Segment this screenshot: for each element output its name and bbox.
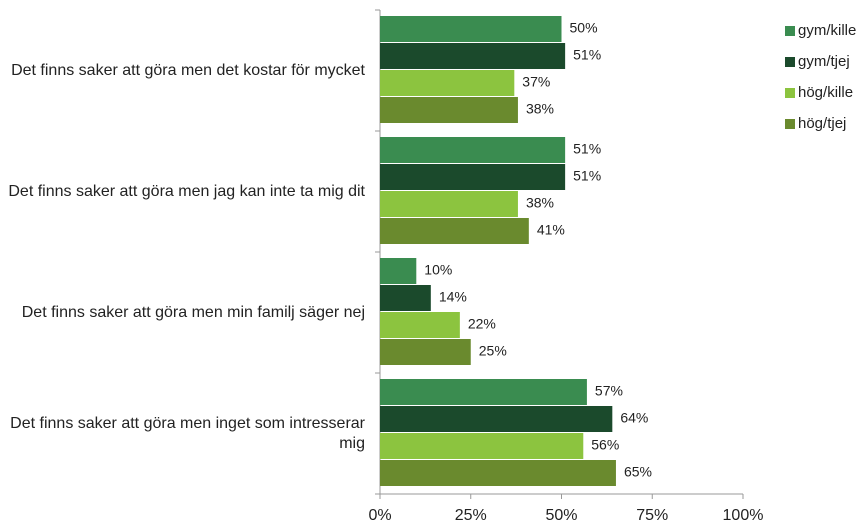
bar <box>380 406 613 432</box>
bar <box>380 137 566 163</box>
value-label: 10% <box>424 262 452 278</box>
category-label: Det finns saker att göra men det kostar … <box>11 61 365 79</box>
x-tick-label: 75% <box>636 507 668 524</box>
value-label: 25% <box>479 343 507 359</box>
bar <box>380 218 529 244</box>
bar <box>380 285 431 311</box>
value-label: 38% <box>526 195 554 211</box>
value-label: 22% <box>468 316 496 332</box>
bar <box>380 312 460 338</box>
bar <box>380 70 515 96</box>
legend-swatch <box>785 119 795 129</box>
value-label: 51% <box>573 168 601 184</box>
bar <box>380 164 566 190</box>
bar <box>380 379 587 405</box>
category-label: Det finns saker att göra men jag kan int… <box>8 182 365 200</box>
bar <box>380 460 616 486</box>
legend-label: hög/kille <box>798 84 853 101</box>
category-label: Det finns saker att göra men min familj … <box>21 303 365 321</box>
category-label: Det finns saker att göra men inget som i… <box>10 414 365 452</box>
value-label: 57% <box>595 383 623 399</box>
legend-label: gym/kille <box>798 22 856 39</box>
legend-label: gym/tjej <box>798 53 850 70</box>
value-label: 14% <box>439 289 467 305</box>
legend-label: hög/tjej <box>798 115 846 132</box>
value-label: 64% <box>620 410 648 426</box>
value-label: 65% <box>624 464 652 480</box>
legend-swatch <box>785 26 795 36</box>
value-label: 50% <box>570 20 598 36</box>
value-label: 37% <box>522 74 550 90</box>
bar <box>380 16 562 42</box>
x-tick-label: 0% <box>368 507 391 524</box>
x-tick-label: 50% <box>545 507 577 524</box>
legend-swatch <box>785 57 795 67</box>
value-label: 56% <box>591 437 619 453</box>
bar <box>380 191 518 217</box>
value-label: 51% <box>573 47 601 63</box>
bar <box>380 43 566 69</box>
bar <box>380 97 518 123</box>
value-label: 51% <box>573 141 601 157</box>
value-label: 41% <box>537 222 565 238</box>
x-tick-label: 25% <box>455 507 487 524</box>
bar <box>380 433 584 459</box>
bar <box>380 258 417 284</box>
value-label: 38% <box>526 101 554 117</box>
bar <box>380 339 471 365</box>
legend-swatch <box>785 88 795 98</box>
x-tick-label: 100% <box>723 507 764 524</box>
